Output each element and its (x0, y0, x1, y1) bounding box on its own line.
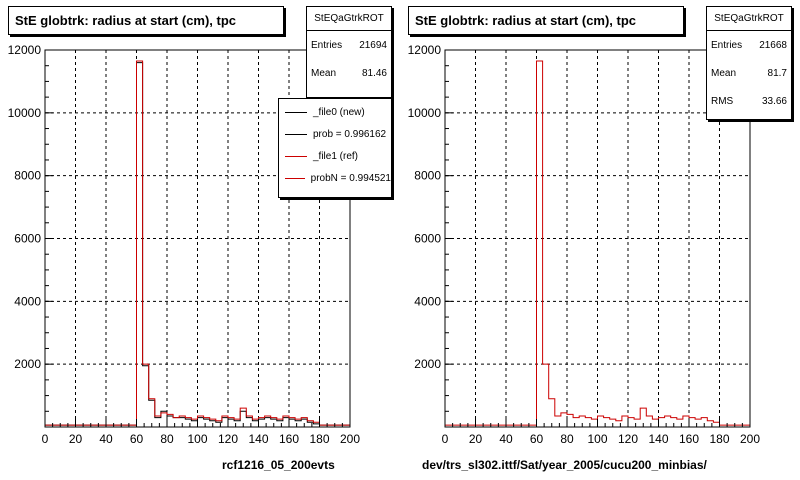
legend-entry: probN = 0.994521 (279, 167, 391, 189)
x-tick-label: 80 (160, 432, 174, 446)
legend-swatch (285, 111, 307, 113)
x-tick-label: 0 (442, 432, 449, 446)
stats-mean-label: Mean (311, 67, 337, 79)
x-tick-label: 40 (499, 432, 513, 446)
stats-rms-label: RMS (711, 95, 734, 107)
y-tick-label: 8000 (414, 169, 441, 183)
x-tick-label: 60 (130, 432, 144, 446)
histogram-series-line (45, 60, 350, 426)
x-tick-label: 60 (530, 432, 544, 446)
plot-title-left: StE globtrk: radius at start (cm), tpc (8, 6, 284, 35)
stats-box-right: StEQaGtrkROT Entries 21668 Mean 81.7 RMS 33… (706, 6, 792, 120)
stats-mean-value: 81.7 (767, 67, 787, 79)
y-tick-label: 4000 (414, 294, 441, 308)
footer-label-left: rcf1216_05_200evts (222, 458, 335, 472)
x-tick-label: 100 (587, 432, 607, 446)
x-tick-label: 180 (309, 432, 329, 446)
legend-swatch (285, 177, 305, 179)
x-tick-label: 140 (248, 432, 268, 446)
stats-mean-value: 81.46 (361, 67, 387, 79)
histogram-plot-right: 0 20 40 60 80 100 120 140 160 180 200 2000 4000 6000 8… (408, 43, 761, 446)
legend-swatch (285, 133, 307, 135)
y-tick-label: 12000 (408, 43, 442, 57)
footer-label-right: dev/trs_sl302.ittf/Sat/year_2005/cucu200… (422, 458, 707, 472)
x-tick-label: 180 (709, 432, 729, 446)
legend-entry: prob = 0.996162 (279, 123, 391, 145)
x-tick-label: 200 (340, 432, 360, 446)
stats-name: StEQaGtrkROT (307, 7, 391, 31)
y-tick-label: 2000 (14, 357, 41, 371)
y-tick-label: 10000 (8, 106, 42, 120)
stats-entries-value: 21668 (759, 39, 787, 51)
y-tick-label: 10000 (408, 106, 442, 120)
x-tick-label: 100 (187, 432, 207, 446)
legend-box-left: _file0 (new) prob = 0.996162 _file1 (ref… (278, 98, 392, 198)
legend-label: _file0 (new) (313, 106, 365, 118)
x-tick-label: 120 (218, 432, 238, 446)
x-tick-label: 160 (679, 432, 699, 446)
legend-entry: _file0 (new) (279, 101, 391, 123)
x-tick-label: 120 (618, 432, 638, 446)
stats-entries-value: 21694 (359, 39, 387, 51)
x-tick-label: 0 (42, 432, 49, 446)
x-tick-label: 140 (648, 432, 668, 446)
y-tick-label: 6000 (414, 232, 441, 246)
x-tick-label: 160 (279, 432, 299, 446)
stats-box-left: StEQaGtrkROT Entries 21694 Mean 81.46 (306, 6, 392, 98)
y-tick-label: 2000 (414, 357, 441, 371)
x-tick-label: 40 (99, 432, 113, 446)
histogram-series-line (445, 60, 750, 426)
y-tick-label: 4000 (14, 294, 41, 308)
legend-label: probN = 0.994521 (310, 172, 391, 184)
plot-title-right: StE globtrk: radius at start (cm), tpc (408, 6, 684, 35)
x-tick-label: 20 (69, 432, 83, 446)
stats-entries-label: Entries (311, 39, 343, 51)
x-tick-label: 80 (560, 432, 574, 446)
legend-label: _file1 (ref) (313, 150, 359, 162)
x-tick-label: 20 (469, 432, 483, 446)
y-tick-label: 12000 (8, 43, 42, 57)
stats-mean-label: Mean (711, 67, 737, 79)
x-tick-label: 200 (740, 432, 760, 446)
legend-entry: _file1 (ref) (279, 145, 391, 167)
legend-swatch (285, 155, 307, 157)
y-tick-label: 8000 (14, 169, 41, 183)
stats-entries-label: Entries (711, 39, 743, 51)
y-tick-label: 6000 (14, 232, 41, 246)
legend-label: prob = 0.996162 (313, 128, 387, 140)
stats-name: StEQaGtrkROT (707, 7, 791, 31)
stats-rms-value: 33.66 (761, 95, 787, 107)
